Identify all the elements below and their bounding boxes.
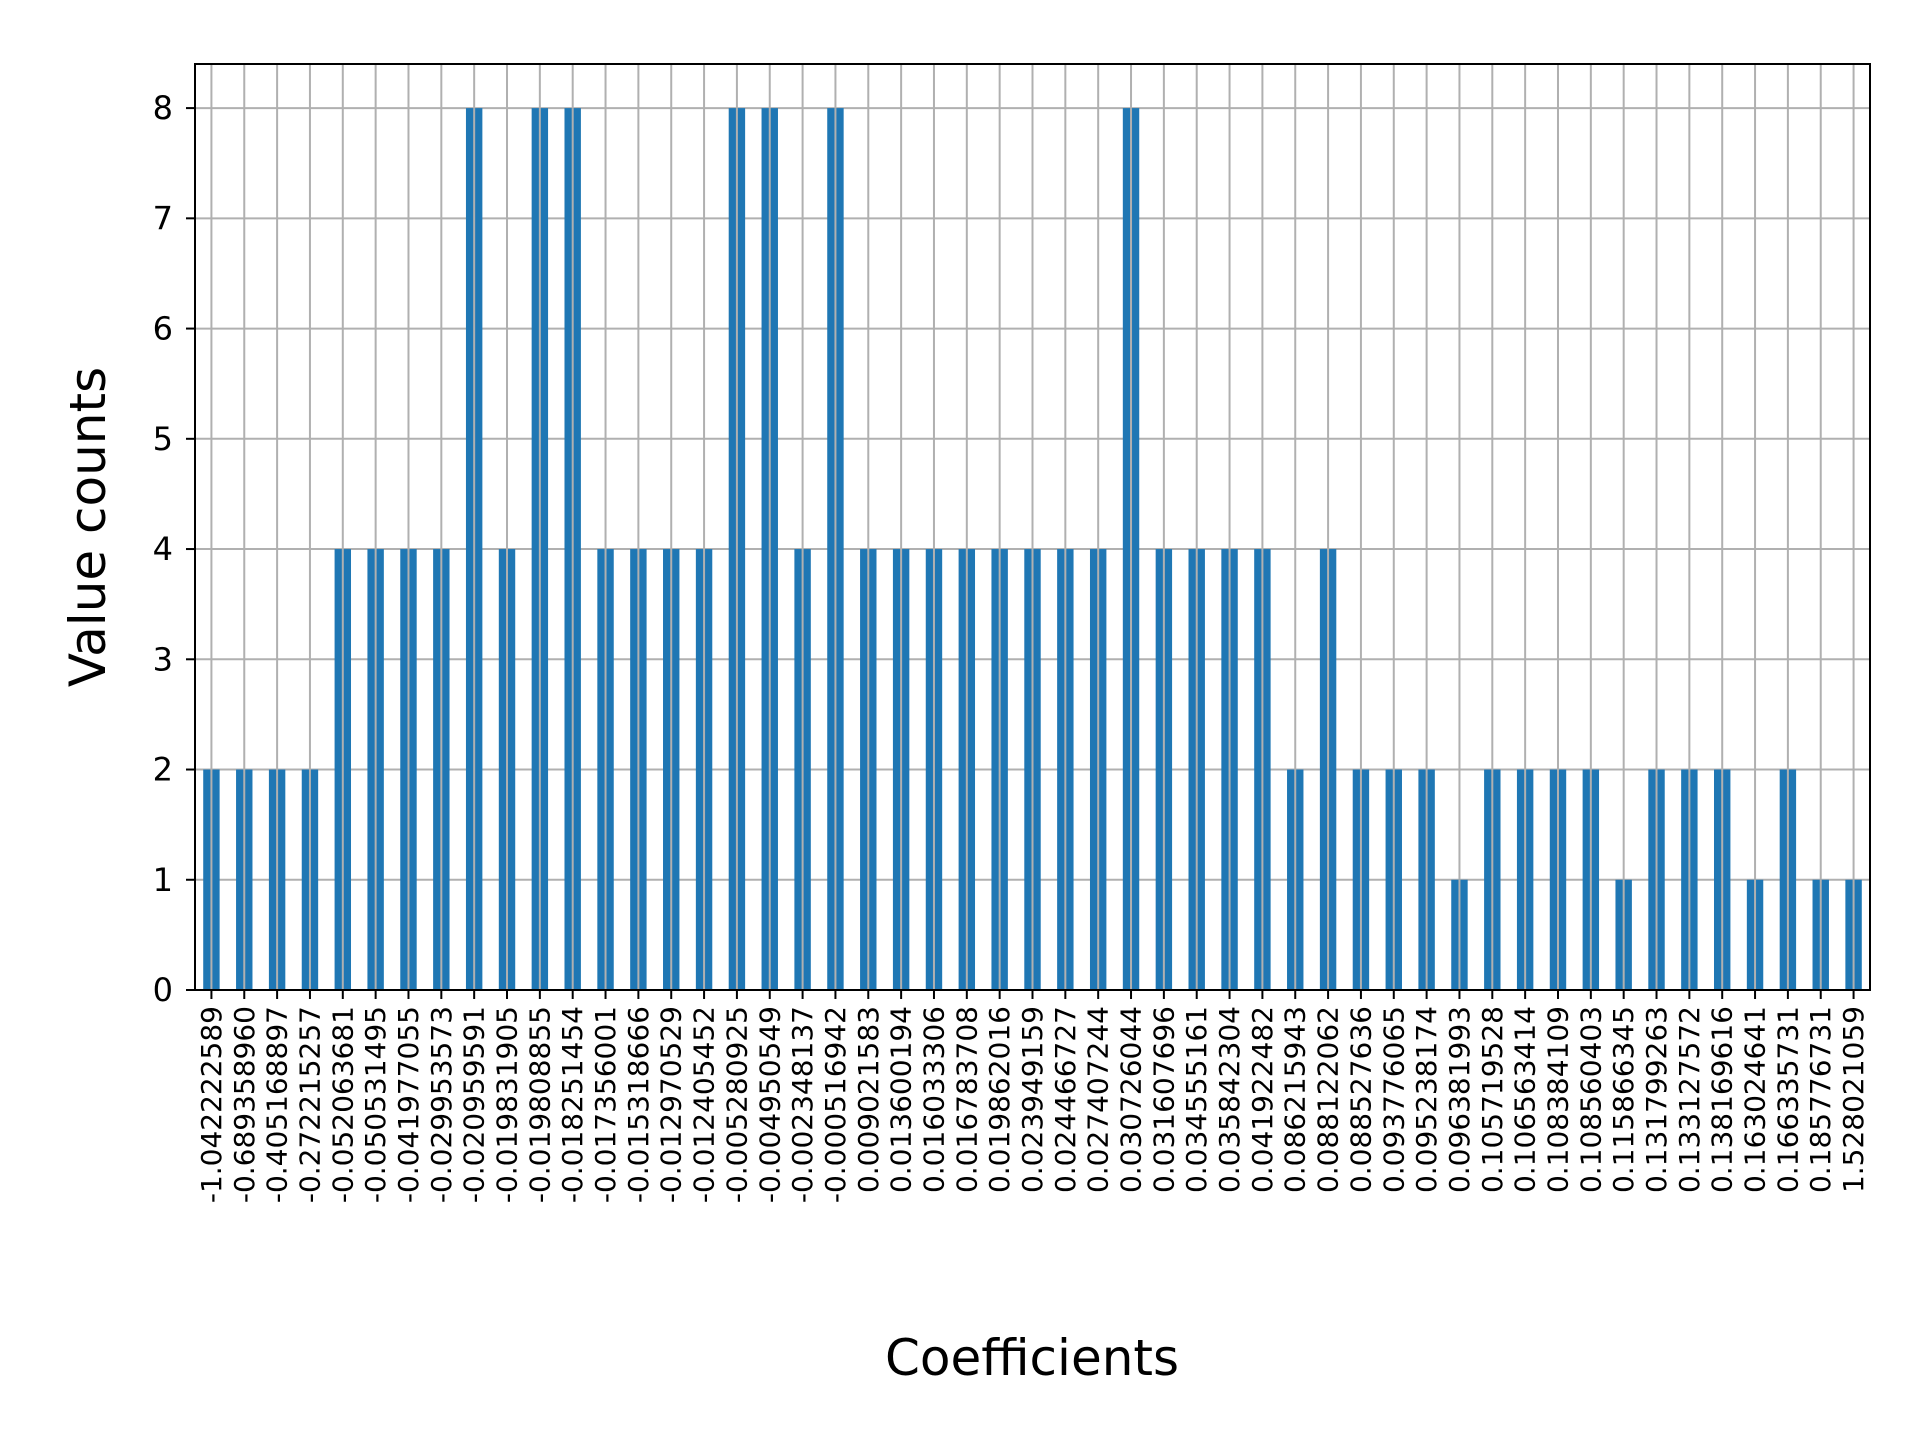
- y-tick-label: 2: [153, 751, 173, 789]
- x-tick-label: 0.027407244: [1082, 1006, 1115, 1193]
- x-tick-label: 0.096381993: [1443, 1006, 1476, 1193]
- y-tick-label: 4: [153, 530, 173, 568]
- x-tick-label: -0.004950549: [753, 1006, 786, 1203]
- x-tick-label: -0.002348137: [786, 1006, 819, 1203]
- x-tick-label: -0.000516942: [819, 1006, 852, 1203]
- y-tick-label: 8: [153, 89, 173, 127]
- x-tick-label: -0.041977055: [392, 1006, 425, 1203]
- x-tick-label: 0.023949159: [1016, 1006, 1049, 1193]
- x-tick-label: 0.088527636: [1344, 1006, 1377, 1193]
- x-tick-label: -0.019808855: [523, 1006, 556, 1203]
- x-tick-label: -0.689358960: [228, 1006, 261, 1203]
- y-tick-label: 0: [153, 971, 173, 1009]
- x-tick-label: 1.528021059: [1837, 1006, 1870, 1193]
- x-tick-label: 0.041922482: [1246, 1006, 1279, 1193]
- bars: [203, 108, 1862, 991]
- x-tick-label: 0.031607696: [1147, 1006, 1180, 1193]
- x-tick-label: -0.029953573: [425, 1006, 458, 1203]
- x-tick-label: -0.052063681: [326, 1006, 359, 1203]
- x-tick-label: 0.131799263: [1640, 1006, 1673, 1193]
- x-tick-label: -0.017356001: [589, 1006, 622, 1203]
- x-tick-label: -1.042222589: [195, 1006, 228, 1203]
- y-axis-ticks: 0 1 2 3 4 5 6 7 8: [153, 89, 195, 1009]
- x-tick-label: 0.138169616: [1706, 1006, 1739, 1193]
- x-tick-label: -0.005280925: [720, 1006, 753, 1203]
- x-tick-label: 0.024466727: [1049, 1006, 1082, 1193]
- x-tick-label: -0.012970529: [655, 1006, 688, 1203]
- x-tick-label: -0.019831905: [491, 1006, 524, 1203]
- x-tick-label: 0.185776731: [1804, 1006, 1837, 1193]
- x-tick-label: 0.016783708: [950, 1006, 983, 1193]
- x-tick-label: 0.019862016: [983, 1006, 1016, 1193]
- x-tick-label: 0.163024641: [1739, 1006, 1772, 1193]
- x-tick-label: 0.009021583: [852, 1006, 885, 1193]
- x-tick-label: -0.020959591: [458, 1006, 491, 1203]
- x-tick-label: 0.030726044: [1115, 1006, 1148, 1193]
- x-tick-label: -0.405168897: [261, 1006, 294, 1203]
- y-tick-label: 5: [153, 420, 173, 458]
- x-tick-label: -0.012405452: [688, 1006, 721, 1203]
- x-tick-label: -0.018251454: [556, 1006, 589, 1203]
- x-tick-label: 0.108384109: [1541, 1006, 1574, 1193]
- x-axis-label: Coefficients: [885, 1329, 1179, 1387]
- x-tick-label: 0.013600194: [885, 1006, 918, 1193]
- x-tick-label: 0.108560403: [1574, 1006, 1607, 1193]
- x-tick-label: 0.086215943: [1279, 1006, 1312, 1193]
- x-tick-label: 0.088122062: [1312, 1006, 1345, 1193]
- x-tick-label: 0.093776065: [1377, 1006, 1410, 1193]
- x-tick-label: 0.034555161: [1180, 1006, 1213, 1193]
- y-axis-label: Value counts: [59, 367, 117, 687]
- x-tick-label: 0.016033306: [917, 1006, 950, 1193]
- x-tick-label: 0.035842304: [1213, 1006, 1246, 1193]
- x-tick-label: 0.105719528: [1476, 1006, 1509, 1193]
- x-axis-ticks: -1.042222589 -0.689358960 -0.405168897 -0.2…: [195, 990, 1870, 1203]
- x-tick-label: 0.095238174: [1410, 1006, 1443, 1193]
- y-tick-label: 7: [153, 199, 173, 237]
- y-tick-label: 6: [153, 310, 173, 348]
- y-tick-label: 1: [153, 861, 173, 899]
- x-tick-label: 0.115866345: [1607, 1006, 1640, 1193]
- x-tick-label: 0.133127572: [1673, 1006, 1706, 1193]
- x-tick-label: 0.166335731: [1771, 1006, 1804, 1193]
- y-tick-label: 3: [153, 640, 173, 678]
- x-tick-label: 0.106563414: [1509, 1006, 1542, 1193]
- x-tick-label: -0.015318666: [622, 1006, 655, 1203]
- x-tick-label: -0.050531495: [359, 1006, 392, 1203]
- x-tick-label: -0.272215257: [293, 1006, 326, 1203]
